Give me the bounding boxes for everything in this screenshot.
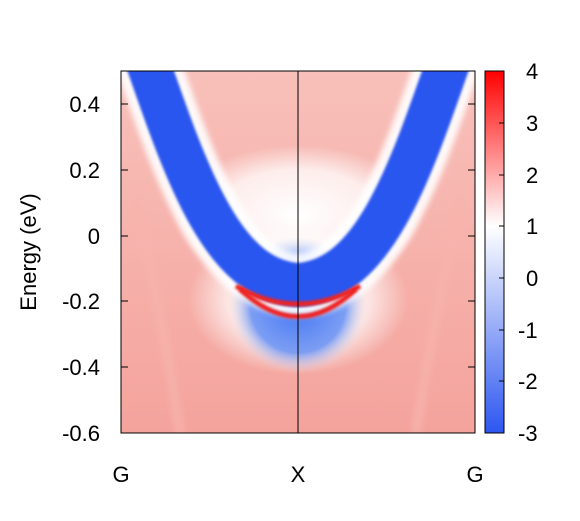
- y-tick-label: 0.4: [69, 92, 100, 117]
- colorbar-label: 0: [526, 266, 538, 291]
- plot-frame: [120, 70, 476, 434]
- colorbar-label: 3: [526, 111, 538, 136]
- y-axis-title: Energy (eV): [16, 193, 41, 310]
- colorbar-gradient: [484, 70, 505, 434]
- colorbar-label: -1: [518, 318, 538, 343]
- x-axis: G X G: [112, 462, 483, 487]
- y-tick-label: -0.2: [62, 289, 100, 314]
- y-axis: 0.4 0.2 0 -0.2 -0.4 -0.6 Energy (eV): [16, 92, 475, 446]
- bulk-streak-right: [411, 198, 466, 433]
- y-tick-label: 0: [88, 224, 100, 249]
- bulk-streak-left: [130, 198, 185, 433]
- colorbar: 4 3 2 1 0 -1 -2 -3: [484, 59, 538, 446]
- x-tick-label: X: [291, 462, 306, 487]
- x-tick-label: G: [466, 462, 483, 487]
- colorbar-label: 4: [526, 59, 538, 84]
- x-tick-label: G: [112, 462, 129, 487]
- colorbar-label: 1: [526, 214, 538, 239]
- colorbar-label: -2: [518, 369, 538, 394]
- colorbar-label: 2: [526, 163, 538, 188]
- y-tick-label: 0.2: [69, 158, 100, 183]
- colorbar-label: -3: [518, 421, 538, 446]
- y-tick-label: -0.6: [62, 421, 100, 446]
- y-tick-label: -0.4: [62, 355, 100, 380]
